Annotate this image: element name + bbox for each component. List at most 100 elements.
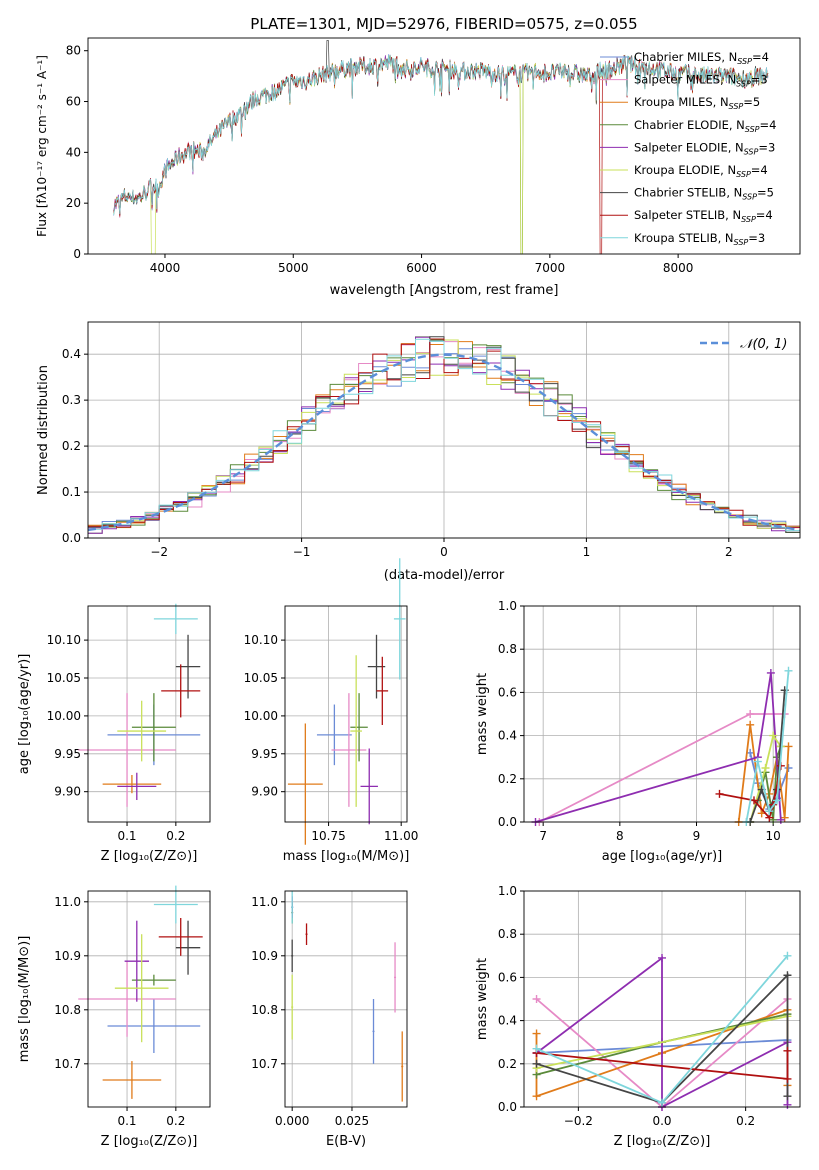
x-tick-label: 11.00 (384, 829, 418, 843)
y-tick-label: 0.3 (62, 393, 81, 407)
x-axis-label: age [log₁₀(age/yr)] (602, 849, 723, 864)
y-tick-label: 60 (66, 95, 81, 109)
weight-vs-metallicity-panel: −0.2 0.0 0.2 0.0 0.2 0.4 0.6 0.8 1.0 Z [log₁₀(Z/Z… (475, 884, 801, 1149)
y-tick-label: 0.4 (498, 1014, 517, 1028)
y-tick-label: 0.4 (62, 347, 81, 361)
y-tick-label: 9.90 (54, 785, 81, 799)
y-tick-label: 9.95 (54, 747, 81, 761)
y-tick-label: 10.7 (251, 1057, 278, 1071)
weight-marker (784, 764, 793, 772)
y-tick-label: 0.8 (498, 642, 517, 656)
gaussian-curve (87, 353, 801, 532)
y-axis-label: age [log₁₀(age/yr)] (17, 654, 32, 775)
legend-label: Chabrier MILES, NSSP=4 (634, 50, 769, 66)
weight-line (536, 1015, 788, 1069)
mass-vs-extinction-panel: 0.000 0.025 10.7 10.8 10.9 11.0 E(B-V) (251, 890, 408, 1149)
weight-line (538, 713, 785, 823)
weight-marker (784, 666, 793, 675)
axes-frame (284, 605, 408, 823)
y-tick-label: 10.05 (47, 671, 81, 685)
y-tick-label: 40 (66, 145, 81, 159)
x-tick-label: 6000 (406, 261, 437, 275)
data-marks (78, 603, 201, 807)
axes-frame (284, 890, 408, 1108)
x-tick-label: −0.2 (564, 1114, 593, 1128)
y-tick-label: 10.9 (54, 949, 81, 963)
x-tick-label: 0.2 (166, 829, 185, 843)
grid (88, 606, 210, 822)
x-tick-label: 7000 (535, 261, 566, 275)
y-tick-label: 10.8 (251, 1003, 278, 1017)
axes-frame (523, 890, 801, 1108)
y-tick-label: 0.2 (498, 772, 517, 786)
x-tick-label: 0.2 (736, 1114, 755, 1128)
figure-title: PLATE=1301, MJD=52976, FIBERID=0575, z=0… (250, 15, 637, 33)
age-vs-metallicity-panel: 0.1 0.2 9.90 9.95 10.00 10.05 10.10 Z [log₁₀(Z/… (17, 603, 211, 864)
x-axis-label: mass [log₁₀(M/M⊙)] (283, 849, 410, 864)
y-axis-label: mass weight (475, 673, 490, 755)
x-tick-label: 0.000 (275, 1114, 309, 1128)
x-tick-label: 8 (616, 829, 624, 843)
legend-label: Kroupa ELODIE, NSSP=4 (634, 163, 768, 179)
weight-marker (769, 731, 778, 740)
gaussian-legend-label: 𝒩(0, 1) (740, 337, 787, 352)
x-axis-label: Z [log₁₀(Z/Z⊙)] (101, 1134, 198, 1149)
y-tick-label: 20 (66, 196, 81, 210)
spectrum-ylabel: Flux [fλ10⁻¹⁷ erg cm⁻² s⁻¹ A⁻¹] (35, 55, 49, 237)
spectrum-panel: 4000 5000 6000 7000 8000 0 20 40 60 80 wavelength… (35, 37, 801, 298)
data-marks (78, 885, 203, 1099)
data-marks (287, 558, 406, 845)
data-marks (531, 666, 793, 826)
weight-vs-age-panel: 7 8 9 10 0.0 0.2 0.4 0.6 0.8 1.0 age [log₁₀(age/yr… (475, 599, 801, 864)
x-tick-label: 0.025 (335, 1114, 369, 1128)
y-tick-label: 11.0 (54, 895, 81, 909)
weight-line (749, 733, 782, 823)
y-axis-label: mass [log₁₀(M/M⊙)] (17, 936, 32, 1063)
y-axis-label: mass weight (475, 958, 490, 1040)
weight-marker (753, 757, 762, 766)
y-tick-label: 0.0 (498, 815, 517, 829)
weight-marker (746, 720, 755, 729)
legend-label: Kroupa MILES, NSSP=5 (634, 95, 760, 111)
y-tick-label: 0.2 (498, 1057, 517, 1071)
weight-marker (746, 710, 755, 718)
x-tick-label: 0 (440, 545, 448, 559)
x-tick-label: 8000 (663, 261, 694, 275)
legend-label: Salpeter ELODIE, NSSP=3 (634, 140, 775, 156)
weight-marker (532, 1092, 541, 1101)
spectrum-ticks: 4000 5000 6000 7000 8000 0 20 40 60 80 (66, 44, 694, 275)
legend-label: Chabrier STELIB, NSSP=5 (634, 186, 774, 202)
age-vs-mass-panel: 10.75 11.00 9.90 9.95 10.00 10.05 10.10 mass [l… (244, 558, 418, 864)
data-marks (291, 891, 404, 1102)
y-tick-label: 10.9 (251, 949, 278, 963)
weight-marker (532, 1059, 541, 1068)
y-tick-label: 10.00 (244, 709, 278, 723)
x-tick-label: 10.75 (311, 829, 345, 843)
weight-marker (658, 953, 666, 962)
grid (285, 606, 407, 822)
residual-ticks: −2 −1 0 1 2 0.0 0.1 0.2 0.3 0.4 (62, 347, 733, 559)
mass-vs-metallicity-panel: 0.1 0.2 10.7 10.8 10.9 11.0 Z [log₁₀(Z/Z⊙)] mas… (17, 885, 211, 1149)
y-tick-label: 1.0 (498, 599, 517, 613)
weight-line (719, 765, 782, 820)
y-tick-label: 10.8 (54, 1003, 81, 1017)
x-tick-label: 0.0 (652, 1114, 671, 1128)
y-tick-label: 0.4 (498, 729, 517, 743)
y-tick-label: 80 (66, 44, 81, 58)
x-tick-label: 0.1 (117, 829, 136, 843)
x-tick-label: 4000 (150, 261, 181, 275)
y-tick-label: 0.8 (498, 927, 517, 941)
weight-marker (715, 789, 724, 798)
x-tick-label: 0.1 (117, 1114, 136, 1128)
weight-marker (776, 815, 785, 824)
y-tick-label: 0.1 (62, 485, 81, 499)
y-tick-label: 10.00 (47, 709, 81, 723)
x-tick-label: −2 (150, 545, 168, 559)
x-tick-label: 2 (725, 545, 733, 559)
weight-marker (784, 742, 793, 751)
legend-label: Chabrier ELODIE, NSSP=4 (634, 118, 776, 134)
y-tick-label: 10.05 (244, 671, 278, 685)
weight-marker (766, 668, 775, 677)
x-tick-label: 0.2 (166, 1114, 185, 1128)
